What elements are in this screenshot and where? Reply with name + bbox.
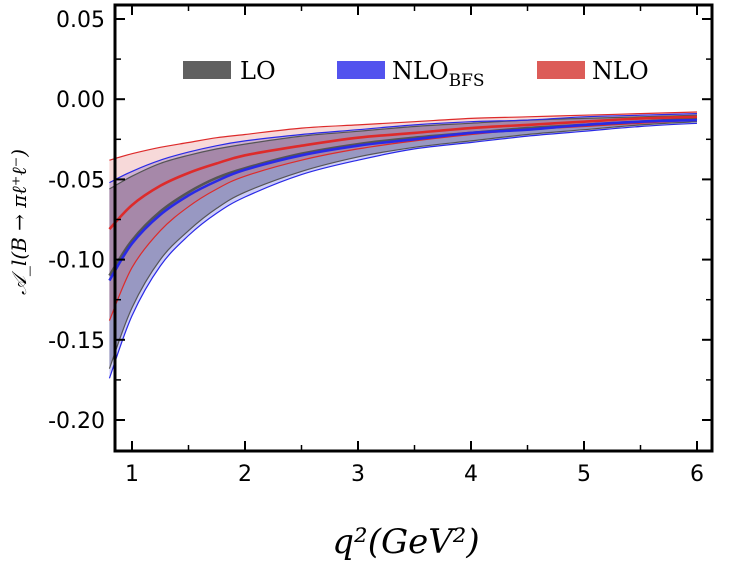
- lower-edge-lo: [108, 121, 698, 369]
- bands-layer: [109, 112, 697, 379]
- y-tick-label: 0.05: [56, 8, 105, 33]
- lower-edge-nlo-bfs: [108, 122, 698, 379]
- legend-swatch-lo: [183, 61, 231, 79]
- y-tick-label: -0.15: [48, 329, 105, 354]
- ticks-layer: 1 2 3 4 5 6 0.05 0.00 -0.05 -0.10 -0.15 -0.20: [48, 5, 712, 487]
- upper-edge-nlo-bfs: [109, 113, 698, 184]
- x-tick-label: 6: [690, 462, 704, 487]
- legend: LO NLOBFS NLO: [183, 57, 649, 91]
- central-line-nlo-bfs: [108, 118, 698, 282]
- x-tick-label: 3: [351, 462, 365, 487]
- legend-swatch-nlo-bfs: [337, 61, 385, 79]
- plot-frame: [113, 3, 714, 453]
- band-nlo-bfs: [109, 113, 697, 379]
- upper-edge-lo: [109, 114, 698, 190]
- legend-label-nlo-bfs: NLOBFS: [392, 57, 485, 91]
- y-axis-title: 𝒜_l(B → πℓ⁺ℓ⁻): [7, 149, 31, 295]
- x-tick-label: 4: [464, 462, 478, 487]
- central-line-nlo: [108, 115, 698, 230]
- y-tick-label: -0.05: [48, 168, 105, 193]
- x-tick-label: 1: [125, 462, 139, 487]
- legend-label-nlo: NLO: [592, 57, 649, 85]
- x-tick-label: 2: [238, 462, 252, 487]
- band-lo: [109, 115, 697, 369]
- upper-edge-nlo: [109, 111, 698, 161]
- legend-label-lo: LO: [240, 57, 276, 85]
- x-axis-title: q²(GeV²): [332, 522, 479, 562]
- y-tick-label: 0.00: [56, 88, 105, 113]
- lines-layer: [108, 111, 698, 379]
- legend-label-nlo-bfs-main: NLO: [392, 57, 449, 85]
- y-tick-label: -0.10: [48, 249, 105, 274]
- x-tick-label: 5: [577, 462, 591, 487]
- lower-edge-nlo: [108, 119, 698, 321]
- y-tick-label: -0.20: [48, 409, 105, 434]
- legend-label-nlo-bfs-sub: BFS: [449, 71, 485, 91]
- legend-swatch-nlo: [537, 61, 585, 79]
